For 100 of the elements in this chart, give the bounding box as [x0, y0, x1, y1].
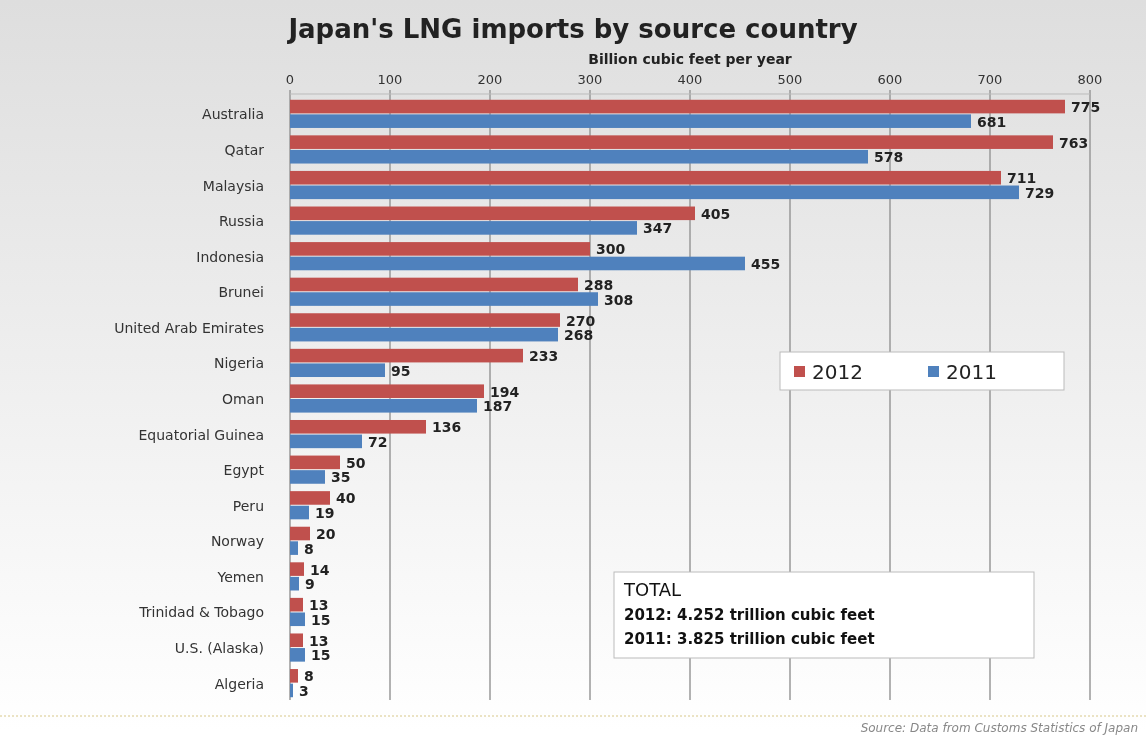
bar — [290, 597, 303, 612]
data-label: 13 — [309, 632, 329, 649]
bar — [290, 277, 578, 292]
y-tick-label: U.S. (Alaska) — [174, 640, 264, 657]
bar — [290, 562, 304, 576]
bar — [290, 363, 385, 378]
annotation: 2011: 3.825 trillion cubic feet — [624, 630, 875, 648]
bar — [290, 612, 305, 627]
bar — [290, 576, 299, 591]
y-tick-label: Trinidad & Tobago — [138, 604, 264, 621]
bar — [290, 399, 477, 413]
y-tick-label: Nigeria — [213, 355, 264, 372]
data-label: 9 — [305, 576, 315, 593]
data-label: 15 — [311, 611, 331, 628]
y-tick-label: Russia — [218, 213, 264, 230]
bar — [290, 170, 1001, 185]
data-label: 775 — [1071, 99, 1101, 116]
data-label: 270 — [566, 312, 596, 329]
data-label: 288 — [584, 276, 614, 293]
data-label: 300 — [596, 241, 626, 258]
data-label: 308 — [604, 291, 634, 308]
bar — [290, 149, 868, 164]
x-tick-label: 600 — [877, 72, 903, 87]
bar — [290, 683, 293, 698]
data-label: 233 — [529, 348, 559, 365]
bar — [290, 541, 298, 555]
bar — [290, 327, 558, 342]
bar — [290, 384, 484, 398]
data-label: 8 — [304, 668, 314, 685]
data-label: 405 — [701, 205, 731, 222]
bar — [290, 419, 426, 434]
source-note: Source: Data from Customs Statistics of Japan — [860, 721, 1138, 735]
bar — [290, 348, 523, 363]
x-tick-label: 300 — [577, 72, 603, 87]
data-label: 40 — [336, 490, 356, 507]
y-tick-label: Qatar — [224, 141, 265, 158]
y-tick-label: Yemen — [216, 568, 264, 585]
y-tick-label: Peru — [232, 497, 264, 514]
bar — [290, 505, 309, 520]
data-label: 8 — [304, 540, 314, 557]
data-label: 20 — [316, 526, 336, 543]
bar — [290, 669, 298, 683]
bar — [290, 135, 1053, 149]
data-label: 95 — [391, 362, 411, 379]
data-label: 347 — [643, 220, 673, 237]
data-label: 578 — [874, 149, 904, 166]
bar — [290, 434, 362, 449]
data-label: 19 — [315, 505, 335, 522]
y-tick-label: Algeria — [214, 675, 264, 692]
bar — [290, 185, 1019, 200]
legend-label: 2011 — [946, 360, 997, 384]
data-label: 50 — [346, 454, 366, 471]
x-tick-label: 200 — [477, 72, 503, 87]
chart-title: Japan's LNG imports by source country — [286, 14, 858, 44]
data-label: 136 — [432, 419, 462, 436]
bar — [290, 313, 560, 327]
x-tick-label: 0 — [285, 72, 295, 87]
bar — [290, 455, 340, 470]
x-tick-label: 700 — [977, 72, 1003, 87]
bar — [290, 633, 303, 648]
data-label: 35 — [331, 469, 351, 486]
x-tick-label: 100 — [377, 72, 403, 87]
data-label: 268 — [564, 327, 594, 344]
data-label: 711 — [1007, 170, 1037, 187]
y-tick-label: Equatorial Guinea — [138, 426, 264, 443]
bar — [290, 491, 330, 505]
data-label: 681 — [977, 113, 1007, 130]
data-label: 187 — [483, 398, 513, 415]
bar — [290, 256, 745, 271]
annotation: TOTAL — [623, 579, 682, 600]
bar — [290, 292, 598, 306]
annotation: 2012: 4.252 trillion cubic feet — [624, 606, 875, 624]
data-label: 72 — [368, 433, 388, 450]
bar — [290, 648, 305, 662]
y-tick-label: Indonesia — [196, 248, 264, 265]
data-label: 3 — [299, 682, 309, 699]
data-label: 15 — [311, 647, 331, 664]
x-tick-label: 800 — [1077, 72, 1103, 87]
bar — [290, 206, 695, 221]
bar — [290, 114, 971, 128]
y-tick-label: Norway — [210, 533, 264, 550]
bar — [290, 526, 310, 541]
data-label: 14 — [310, 561, 330, 578]
y-tick-label: Egypt — [223, 462, 265, 479]
bar — [290, 470, 325, 484]
x-tick-label: 400 — [677, 72, 703, 87]
data-label: 194 — [490, 383, 520, 400]
y-tick-label: Australia — [202, 106, 264, 123]
chart-subtitle: Billion cubic feet per year — [588, 51, 792, 67]
y-tick-label: United Arab Emirates — [114, 319, 264, 336]
y-tick-label: Malaysia — [202, 177, 264, 194]
data-label: 729 — [1025, 184, 1055, 201]
data-label: 763 — [1059, 134, 1089, 151]
data-label: 455 — [751, 255, 781, 272]
y-tick-label: Brunei — [218, 284, 264, 301]
y-tick-label: Oman — [221, 391, 264, 407]
legend-label: 2012 — [812, 360, 863, 384]
bar — [290, 242, 590, 256]
bar — [290, 99, 1065, 114]
data-label: 13 — [309, 597, 329, 614]
